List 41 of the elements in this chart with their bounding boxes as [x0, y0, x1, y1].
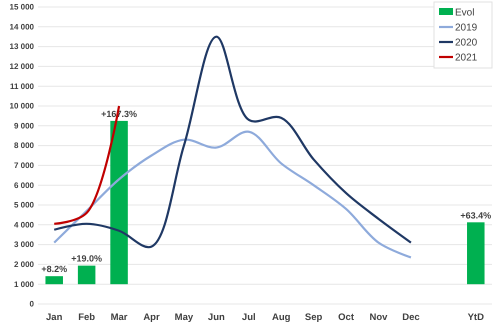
- x-tick-label: Dec: [402, 312, 420, 323]
- y-tick-label: 1 000: [14, 280, 35, 289]
- y-tick-label: 4 000: [14, 220, 35, 230]
- legend-label: 2019: [455, 22, 478, 34]
- line-series: [53, 36, 412, 248]
- y-tick-label: 13 000: [10, 42, 35, 52]
- x-tick-label: Mar: [110, 312, 128, 323]
- data-label: +63.4%: [460, 210, 492, 220]
- x-tick-label: Jan: [46, 312, 63, 323]
- y-tick-label: 7 000: [14, 160, 35, 170]
- x-tick-label: Sep: [304, 312, 323, 323]
- y-tick-label: 0: [30, 300, 35, 309]
- y-tick-label: 6 000: [14, 180, 35, 190]
- legend-label: 2020: [455, 38, 478, 48]
- legend-label: 2021: [455, 52, 478, 64]
- x-tick-label: YtD: [468, 312, 484, 323]
- x-tick-label: Apr: [143, 312, 160, 323]
- bar: [467, 222, 485, 284]
- y-tick-label: 11 000: [10, 82, 35, 91]
- x-tick-label: Oct: [338, 312, 355, 323]
- bar: [110, 120, 128, 284]
- y-tick-label: 8 000: [14, 141, 35, 150]
- x-tick-label: May: [174, 312, 194, 323]
- y-tick-label: 10 000: [10, 102, 35, 111]
- x-tick-label: Aug: [272, 312, 291, 323]
- bar: [45, 276, 63, 284]
- y-tick-label: 2 000: [14, 260, 35, 269]
- bar: [78, 266, 96, 284]
- x-tick-label: Feb: [78, 312, 96, 323]
- y-tick-label: 15 000: [10, 2, 35, 12]
- data-label: +19.0%: [71, 254, 102, 264]
- x-tick-label: Nov: [370, 312, 388, 323]
- y-tick-label: 12 000: [10, 62, 35, 71]
- y-tick-label: 5 000: [14, 200, 35, 210]
- y-tick-label: 3 000: [14, 240, 35, 250]
- y-tick-label: 14 000: [10, 22, 35, 32]
- legend-label: Evol: [455, 8, 474, 18]
- y-tick-label: 9 000: [14, 121, 35, 130]
- data-label: +8.2%: [41, 264, 68, 274]
- x-tick-label: Jun: [208, 312, 225, 323]
- x-tick-label: Jul: [242, 312, 256, 323]
